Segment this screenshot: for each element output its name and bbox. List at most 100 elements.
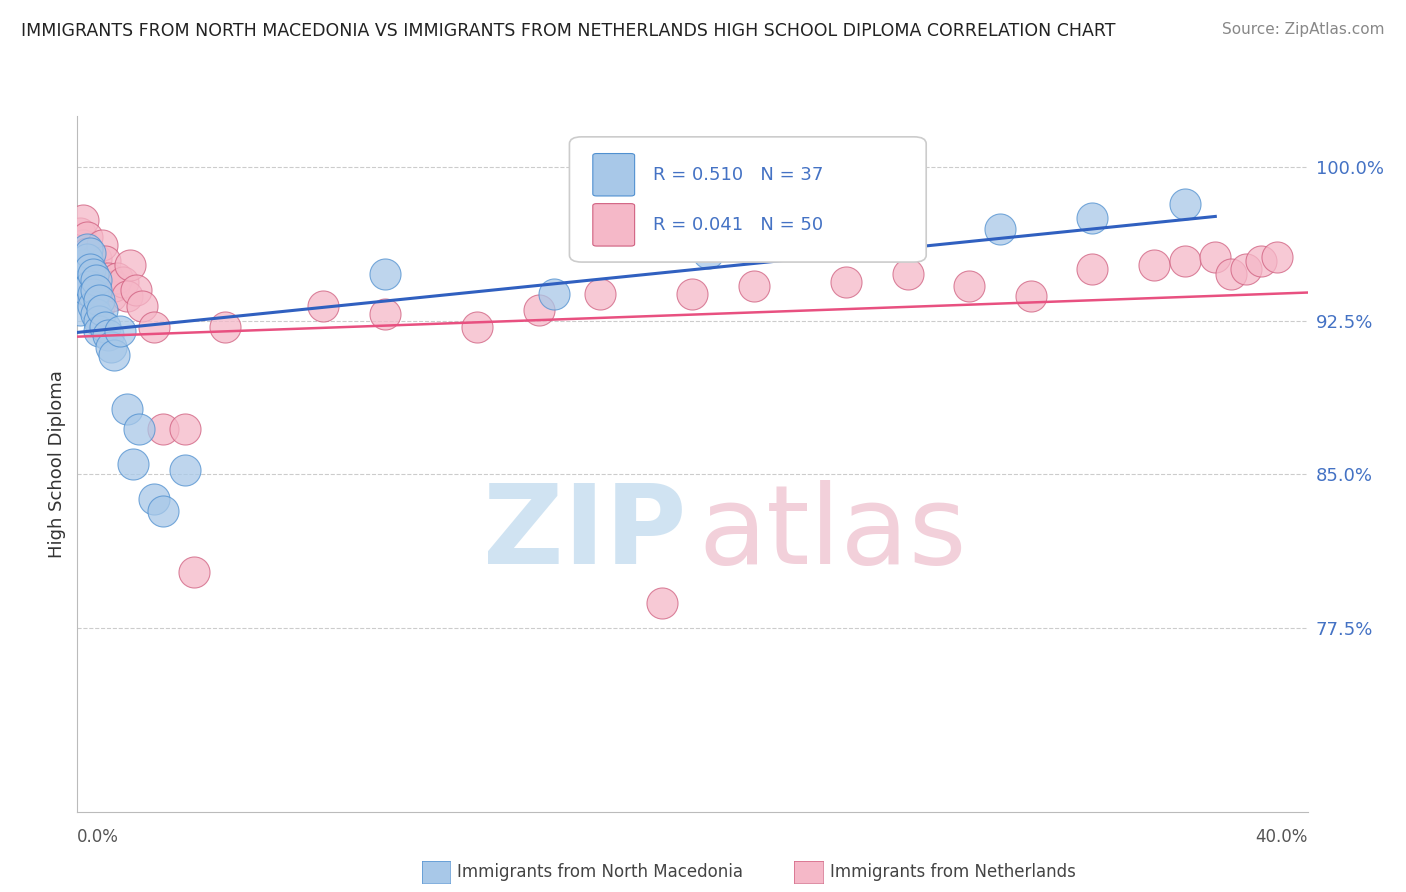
Point: [87, 293, 110, 307]
Text: 0.0%: 0.0%: [77, 828, 120, 847]
Point: [97, 327, 120, 342]
Text: R = 0.041   N = 50: R = 0.041 N = 50: [654, 216, 823, 234]
Point: [76, 246, 98, 260]
Point: [76, 283, 98, 297]
Point: [87, 299, 110, 313]
Point: [1234, 262, 1257, 277]
Text: ZIP: ZIP: [482, 480, 686, 587]
Point: [742, 278, 765, 293]
Point: [131, 299, 153, 313]
Point: [79, 262, 101, 277]
Text: atlas: atlas: [699, 480, 967, 587]
Point: [103, 348, 125, 362]
Point: [82, 287, 104, 301]
Point: [988, 221, 1011, 235]
Point: [1081, 211, 1104, 226]
Point: [589, 287, 612, 301]
Point: [82, 299, 104, 313]
Point: [1265, 250, 1288, 264]
Point: [79, 258, 101, 272]
Point: [374, 267, 396, 281]
Text: Source: ZipAtlas.com: Source: ZipAtlas.com: [1222, 22, 1385, 37]
Point: [100, 289, 122, 303]
Point: [1081, 262, 1104, 277]
Point: [79, 278, 101, 293]
Point: [115, 401, 138, 416]
Point: [103, 278, 125, 293]
Point: [374, 308, 396, 322]
Point: [112, 275, 135, 289]
Point: [1174, 254, 1197, 268]
Point: [128, 422, 150, 436]
Point: [105, 270, 128, 285]
Point: [465, 319, 488, 334]
Text: Immigrants from Netherlands: Immigrants from Netherlands: [830, 863, 1076, 881]
Point: [527, 303, 550, 318]
Point: [214, 319, 236, 334]
Point: [1143, 258, 1166, 272]
Point: [76, 229, 98, 244]
Point: [84, 267, 107, 281]
FancyBboxPatch shape: [593, 203, 634, 246]
Point: [79, 246, 101, 260]
Point: [110, 324, 132, 338]
FancyBboxPatch shape: [593, 153, 634, 196]
Point: [143, 319, 166, 334]
Point: [152, 504, 174, 518]
Point: [72, 238, 94, 252]
Point: [82, 275, 104, 289]
Point: [84, 273, 107, 287]
Point: [1204, 250, 1226, 264]
Point: [79, 278, 101, 293]
Point: [87, 324, 110, 338]
Point: [682, 287, 704, 301]
Point: [82, 267, 104, 281]
Point: [76, 242, 98, 256]
Point: [82, 291, 104, 305]
Point: [1219, 267, 1241, 281]
Point: [152, 422, 174, 436]
Point: [84, 283, 107, 297]
Point: [69, 303, 91, 318]
Point: [76, 252, 98, 267]
Point: [312, 299, 335, 313]
Point: [174, 463, 197, 477]
Point: [543, 287, 565, 301]
Point: [84, 252, 107, 267]
Point: [69, 226, 91, 240]
Point: [87, 278, 110, 293]
Text: 40.0%: 40.0%: [1256, 828, 1308, 847]
Point: [90, 238, 114, 252]
Text: R = 0.510   N = 37: R = 0.510 N = 37: [654, 166, 824, 184]
Point: [174, 422, 197, 436]
Point: [121, 457, 143, 471]
Point: [84, 308, 107, 322]
Point: [866, 238, 889, 252]
Point: [72, 258, 94, 272]
Y-axis label: High School Diploma: High School Diploma: [48, 370, 66, 558]
Point: [183, 566, 205, 580]
Point: [125, 283, 148, 297]
Point: [94, 254, 117, 268]
Point: [100, 340, 122, 354]
Point: [696, 246, 718, 260]
Point: [957, 278, 980, 293]
Text: IMMIGRANTS FROM NORTH MACEDONIA VS IMMIGRANTS FROM NETHERLANDS HIGH SCHOOL DIPLO: IMMIGRANTS FROM NORTH MACEDONIA VS IMMIG…: [21, 22, 1115, 40]
Point: [118, 258, 141, 272]
Point: [835, 275, 858, 289]
Point: [1250, 254, 1272, 268]
Point: [143, 491, 166, 506]
Point: [72, 273, 94, 287]
Point: [90, 303, 114, 318]
Point: [94, 319, 117, 334]
Point: [1019, 289, 1042, 303]
Point: [87, 313, 110, 327]
Point: [115, 289, 138, 303]
Text: Immigrants from North Macedonia: Immigrants from North Macedonia: [457, 863, 742, 881]
FancyBboxPatch shape: [569, 136, 927, 262]
Point: [897, 267, 920, 281]
Point: [97, 270, 120, 285]
Point: [651, 596, 673, 610]
Point: [1174, 197, 1197, 211]
Point: [72, 213, 94, 227]
